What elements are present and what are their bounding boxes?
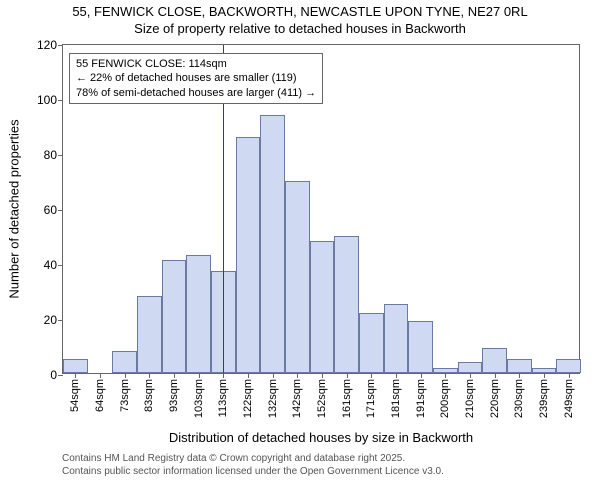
x-tick-mark (519, 373, 520, 378)
y-tick-mark (58, 100, 63, 101)
x-tick-label: 171sqm (365, 379, 377, 418)
x-tick-label: 93sqm (168, 379, 180, 412)
x-tick-mark (396, 373, 397, 378)
info-box-line: 78% of semi-detached houses are larger (… (76, 86, 316, 100)
x-tick-mark (199, 373, 200, 378)
histogram-bar (458, 362, 483, 373)
x-tick-mark (421, 373, 422, 378)
x-tick-label: 220sqm (489, 379, 501, 418)
x-tick-label: 113sqm (217, 379, 229, 417)
histogram-bar (556, 359, 581, 373)
x-tick-label: 152sqm (316, 379, 328, 418)
y-tick-mark (58, 45, 63, 46)
x-tick-label: 54sqm (69, 379, 81, 412)
x-tick-label: 210sqm (464, 379, 476, 418)
y-tick-mark (58, 375, 63, 376)
info-box-line: ← 22% of detached houses are smaller (11… (76, 71, 316, 85)
y-tick-mark (58, 155, 63, 156)
x-tick-mark (470, 373, 471, 378)
x-tick-label: 73sqm (119, 379, 131, 412)
y-axis-label: Number of detached properties (7, 119, 22, 298)
histogram-bar (384, 304, 409, 373)
histogram-bar (334, 236, 359, 374)
x-tick-mark (149, 373, 150, 378)
x-tick-mark (125, 373, 126, 378)
x-tick-label: 132sqm (267, 379, 279, 418)
y-tick-mark (58, 265, 63, 266)
x-tick-label: 122sqm (242, 379, 254, 418)
x-tick-mark (569, 373, 570, 378)
x-tick-label: 103sqm (193, 379, 205, 418)
x-tick-label: 83sqm (143, 379, 155, 412)
y-tick-mark (58, 320, 63, 321)
x-axis-label: Distribution of detached houses by size … (62, 430, 580, 445)
chart-title-line2: Size of property relative to detached ho… (0, 21, 600, 36)
chart-title-line1: 55, FENWICK CLOSE, BACKWORTH, NEWCASTLE … (0, 0, 600, 21)
x-tick-label: 191sqm (415, 379, 427, 418)
x-tick-mark (75, 373, 76, 378)
histogram-bar (260, 115, 285, 374)
x-tick-mark (322, 373, 323, 378)
histogram-bar (310, 241, 335, 373)
histogram-bar (359, 313, 384, 374)
footer-line1: Contains HM Land Registry data © Crown c… (62, 452, 444, 465)
x-tick-mark (273, 373, 274, 378)
y-tick-mark (58, 210, 63, 211)
x-tick-mark (297, 373, 298, 378)
x-tick-mark (223, 373, 224, 378)
info-box-line: 55 FENWICK CLOSE: 114sqm (76, 57, 316, 71)
footer-line2: Contains public sector information licen… (62, 465, 444, 478)
x-tick-label: 239sqm (538, 379, 550, 418)
x-tick-label: 64sqm (94, 379, 106, 412)
histogram-bar (63, 359, 88, 373)
info-box: 55 FENWICK CLOSE: 114sqm← 22% of detache… (69, 53, 323, 104)
histogram-bar (137, 296, 162, 373)
histogram-bar (162, 260, 187, 373)
footer-attribution: Contains HM Land Registry data © Crown c… (62, 452, 444, 478)
histogram-bar (112, 351, 137, 373)
x-tick-label: 200sqm (439, 379, 451, 418)
x-tick-mark (174, 373, 175, 378)
histogram-bar (236, 137, 261, 374)
histogram-bar (285, 181, 310, 374)
x-tick-mark (347, 373, 348, 378)
x-tick-label: 142sqm (291, 379, 303, 418)
x-tick-label: 181sqm (390, 379, 402, 418)
x-tick-mark (495, 373, 496, 378)
histogram-bar (507, 359, 532, 373)
histogram-bar (482, 348, 507, 373)
chart-container: 55, FENWICK CLOSE, BACKWORTH, NEWCASTLE … (0, 0, 600, 500)
x-tick-mark (100, 373, 101, 378)
x-tick-mark (371, 373, 372, 378)
x-tick-label: 161sqm (341, 379, 353, 418)
x-tick-mark (544, 373, 545, 378)
x-tick-label: 230sqm (513, 379, 525, 418)
x-tick-label: 249sqm (563, 379, 575, 418)
histogram-bar (408, 321, 433, 373)
plot-area: 02040608010012054sqm64sqm73sqm83sqm93sqm… (62, 44, 580, 374)
x-tick-mark (248, 373, 249, 378)
histogram-bar (186, 255, 211, 373)
x-tick-mark (445, 373, 446, 378)
